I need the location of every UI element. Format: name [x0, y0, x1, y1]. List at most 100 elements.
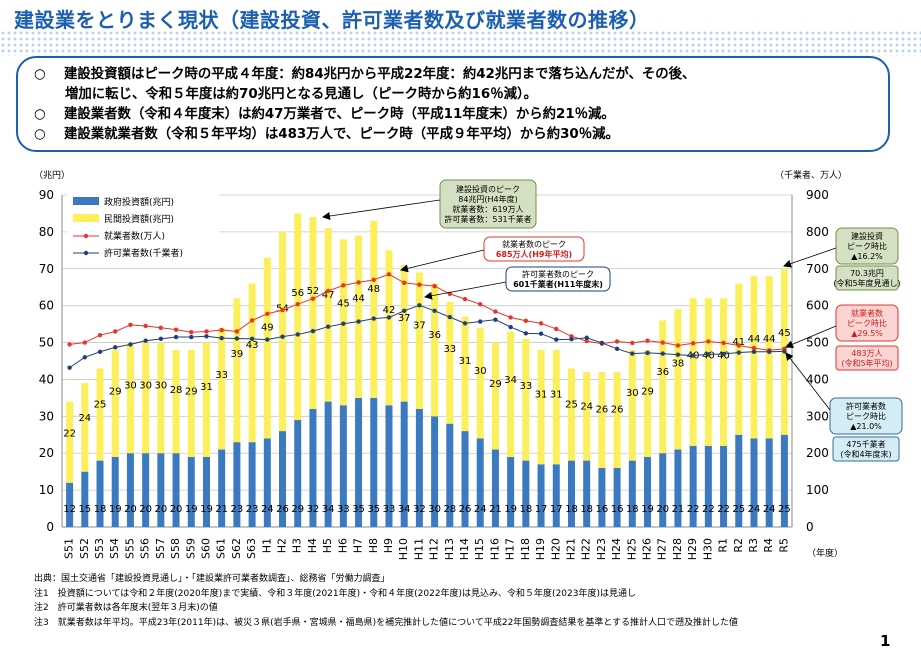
left-axis-tick-label: 30: [39, 409, 54, 423]
x-tick-label: H18: [519, 538, 532, 560]
bar-private: [476, 327, 484, 439]
firms-point: [417, 303, 422, 308]
data-label-private: 29: [109, 387, 122, 398]
data-label-private: 30: [626, 388, 639, 399]
x-tick-label: H13: [443, 538, 456, 560]
workers-point: [614, 339, 620, 344]
firms-value-callout: 475千業者(令和4年度末): [832, 436, 900, 462]
peak-firms-callout-text: 許可業者数のピーク: [522, 269, 594, 279]
workers-point: [219, 327, 224, 333]
bar-private: [279, 231, 287, 432]
firms-point: [508, 324, 513, 330]
right-axis-tick-label: 600: [806, 299, 829, 313]
bar-private: [750, 276, 758, 439]
firms-point: [143, 338, 148, 343]
bar-private: [248, 283, 256, 443]
bar-government: [644, 456, 652, 527]
x-tick-label: H26: [641, 538, 654, 560]
bar-government: [750, 438, 758, 527]
bar-private: [385, 250, 393, 406]
peak-invest-callout-text: 84兆円(H4年度): [458, 194, 518, 204]
data-label-government: 30: [428, 504, 441, 515]
firms-point: [538, 331, 544, 336]
firms-point: [97, 349, 103, 354]
bar-private: [598, 372, 606, 468]
data-label-government: 32: [307, 504, 320, 515]
data-label-private: 24: [78, 413, 91, 424]
bar-private: [491, 342, 499, 450]
data-label-government: 28: [443, 504, 456, 515]
workers-point: [417, 282, 422, 287]
legend-swatch-private: [73, 214, 99, 222]
firms-point: [782, 349, 787, 354]
title-dotted-band: [0, 30, 921, 56]
workers-value-callout-text: 483万人: [851, 349, 882, 358]
bar-government: [431, 416, 439, 527]
bar-private: [735, 283, 743, 435]
data-label-government: 25: [732, 504, 745, 515]
workers-point: [310, 296, 316, 301]
bar-private: [552, 349, 560, 465]
peak-workers-callout-text: 685万人(H9年平均): [496, 249, 572, 259]
workers-point: [675, 343, 681, 348]
x-tick-label: S52: [78, 538, 91, 559]
data-label-government: 18: [580, 504, 593, 515]
bar-government: [81, 471, 89, 527]
x-tick-label: H1: [260, 538, 273, 553]
bar-government: [172, 453, 180, 527]
x-tick-label: S60: [199, 538, 212, 559]
bar-government: [324, 401, 332, 527]
bullet-circle: ○: [34, 67, 46, 82]
bar-government: [674, 449, 682, 527]
x-tick-label: S62: [230, 538, 243, 559]
firms-point: [493, 317, 498, 322]
data-label-private: 26: [611, 405, 624, 416]
workers-point: [690, 341, 696, 346]
x-axis-title: （年度）: [807, 547, 843, 559]
x-tick-label: R2: [732, 538, 745, 553]
workers-point: [295, 301, 300, 307]
workers-point: [523, 318, 529, 323]
x-tick-label: H27: [656, 538, 669, 560]
data-label-government: 24: [763, 504, 776, 515]
data-label-government: 33: [383, 504, 396, 515]
bullet-circle: ○: [34, 127, 46, 142]
bar-private: [66, 401, 74, 483]
workers-point: [751, 345, 757, 351]
workers-point: [265, 311, 270, 316]
x-tick-label: H23: [595, 538, 608, 560]
data-label-private: 30: [124, 381, 137, 392]
bar-government: [476, 438, 484, 527]
invest-ratio-callout-text: ▲16.2%: [851, 252, 883, 261]
bar-government: [279, 431, 287, 527]
bar-government: [309, 408, 317, 527]
right-axis-tick-label: 400: [806, 372, 829, 386]
x-tick-label: H21: [564, 538, 577, 560]
left-axis-tick-label: 10: [39, 483, 54, 497]
note-2: 注2 許可業者数は各年度末(翌年３月末)の値: [34, 603, 218, 613]
data-label-private: 49: [261, 322, 274, 333]
workers-ratio-callout-text: 就業者数: [851, 308, 883, 318]
firms-point: [706, 352, 711, 357]
bar-private: [415, 272, 423, 409]
bar-government: [157, 453, 165, 527]
left-axis-tick-label: 60: [39, 299, 54, 313]
bar-private: [96, 368, 104, 461]
data-label-private: 37: [413, 320, 426, 331]
bar-government: [294, 420, 302, 527]
firms-point: [569, 337, 574, 342]
firms-point: [462, 321, 468, 326]
x-tick-label: H25: [625, 538, 638, 560]
bar-private: [81, 383, 89, 472]
invest-value-callout-text: 70.3兆円: [850, 268, 884, 278]
data-label-private: 42: [383, 305, 396, 316]
right-axis-tick-label: 100: [806, 483, 829, 497]
legend-marker-workers: [83, 233, 89, 239]
summary-line-1: ○ 建設投資額はピーク時の平成４年度：約84兆円から平成22年度：約42兆円まで落…: [34, 65, 874, 85]
firms-line: [69, 304, 785, 369]
invest-value-callout-box: [835, 265, 899, 291]
bar-private: [461, 316, 469, 432]
